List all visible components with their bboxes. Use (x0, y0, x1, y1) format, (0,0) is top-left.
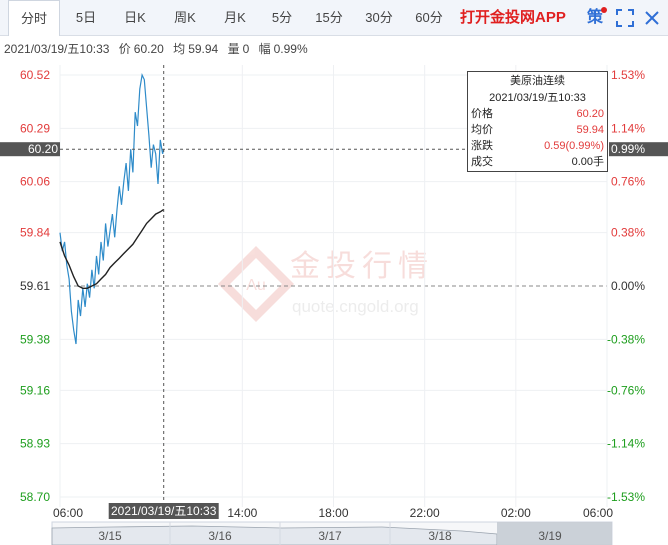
pct-tick-label: 0.00% (611, 279, 645, 293)
tooltip-label: 涨跌 (471, 140, 493, 152)
y-tick-label: 59.38 (20, 332, 50, 346)
navigator-date-label: 3/19 (538, 529, 562, 543)
tab-60min[interactable]: 60分 (415, 10, 443, 25)
navigator-selection (497, 522, 612, 545)
tooltip-title: 美原油连续 (510, 75, 565, 87)
tooltip-label: 均价 (471, 124, 493, 136)
pct-tick-label: -1.14% (607, 437, 645, 451)
y-tick-label: 59.16 (20, 383, 50, 397)
quote-datetime: 2021/03/19/五10:33 (4, 42, 110, 56)
tooltip-value: 0.59(0.99%) (544, 140, 604, 152)
tab-intraday[interactable]: 分时 (8, 0, 60, 36)
strategy-icon[interactable]: 策 (586, 9, 603, 26)
tooltip-box: 美原油连续 2021/03/19/五10:33 价格 60.20 均价 59.9… (467, 71, 608, 172)
tab-daily-k[interactable]: 日K (124, 10, 146, 25)
watermark-brand: 金投行情 (290, 250, 434, 283)
y-tick-label: 58.70 (20, 490, 50, 504)
crosshair: 60.20 0.99% 2021/03/19/五10:33 (0, 65, 668, 519)
price-value: 60.20 (133, 42, 164, 56)
tooltip-label: 成交 (471, 156, 493, 168)
pct-tick-label: 0.38% (611, 226, 645, 240)
pct-tick-label: -0.38% (607, 332, 645, 346)
navigator-date-label: 3/17 (318, 529, 342, 543)
change-value: 0.99% (273, 42, 308, 56)
axes: 60.52 1.53% 60.29 1.14% 60.06 0.76% 59.84 0.38%… (20, 68, 645, 520)
y-tick-label: 60.29 (20, 121, 50, 135)
tooltip-row-change: 涨跌 0.59(0.99%) (468, 138, 607, 154)
watermark-url: quote.cngold.org (292, 297, 419, 316)
tooltip-value: 0.00手 (571, 156, 604, 168)
tooltip-row-avg: 均价 59.94 (468, 122, 607, 138)
pct-tick-label: 1.14% (611, 121, 645, 135)
crosshair-price-box (0, 142, 60, 157)
open-app-link[interactable]: 打开金投网APP (460, 9, 566, 26)
notification-dot (601, 7, 607, 13)
watermark: Au 金投行情 quote.cngold.org (218, 246, 458, 341)
avg-value: 59.94 (188, 42, 219, 56)
price-label: 价 (118, 42, 131, 56)
pct-tick-label: -1.53% (607, 490, 645, 504)
tab-5day[interactable]: 5日 (75, 10, 97, 25)
tab-5min[interactable]: 5分 (271, 10, 293, 25)
crosshair-pct-label: 0.99% (611, 142, 645, 156)
tab-30min[interactable]: 30分 (365, 10, 393, 25)
x-tick-label: 14:00 (227, 506, 257, 520)
x-tick-label: 18:00 (318, 506, 348, 520)
crosshair-time-label: 2021/03/19/五10:33 (111, 504, 217, 518)
pct-tick-label: 1.53% (611, 68, 645, 82)
series (59, 73, 165, 345)
pct-tick-label: 0.76% (611, 175, 645, 189)
pct-tick-label: -0.76% (607, 383, 645, 397)
tooltip-row-price: 价格 60.20 (468, 106, 607, 122)
x-tick-label: 06:00 (53, 506, 83, 520)
crosshair-price-label: 60.20 (28, 142, 58, 156)
volume-label: 量 (227, 42, 240, 56)
y-tick-label: 59.84 (20, 226, 50, 240)
tooltip-value: 59.94 (576, 124, 604, 136)
volume-value: 0 (242, 42, 250, 56)
tooltip-label: 价格 (471, 108, 493, 120)
range-navigator[interactable]: 3/15 3/16 3/17 3/18 3/19 (51, 521, 613, 545)
period-tabs: 分时 5日 日K 周K 月K 5分 15分 30分 60分 打开金投网APP 策 (0, 0, 668, 36)
tooltip-row-volume: 成交 0.00手 (468, 154, 607, 170)
y-tick-label: 59.61 (20, 279, 50, 293)
navigator-date-label: 3/16 (208, 529, 232, 543)
y-tick-label: 58.93 (20, 437, 50, 451)
navigator-date-label: 3/18 (428, 529, 452, 543)
tooltip-datetime: 2021/03/19/五10:33 (489, 92, 586, 104)
tab-monthly-k[interactable]: 月K (224, 10, 246, 25)
tab-15min[interactable]: 15分 (315, 10, 343, 25)
y-tick-label: 60.52 (20, 68, 50, 82)
x-tick-label: 22:00 (410, 506, 440, 520)
y-tick-label: 60.06 (20, 175, 50, 189)
crosshair-time-box (108, 503, 219, 519)
close-icon[interactable] (640, 6, 664, 30)
crosshair-pct-box (609, 142, 668, 157)
x-tick-label: 06:00 (583, 506, 613, 520)
average-line (59, 208, 165, 289)
navigator-area (51, 525, 498, 545)
price-line (59, 73, 165, 345)
avg-label: 均 (173, 42, 186, 56)
change-label: 幅 (258, 42, 271, 56)
navigator-date-label: 3/15 (98, 529, 122, 543)
tooltip-value: 60.20 (576, 108, 604, 120)
tab-weekly-k[interactable]: 周K (174, 10, 196, 25)
fullscreen-icon[interactable] (613, 6, 637, 30)
x-tick-label: 02:00 (501, 506, 531, 520)
